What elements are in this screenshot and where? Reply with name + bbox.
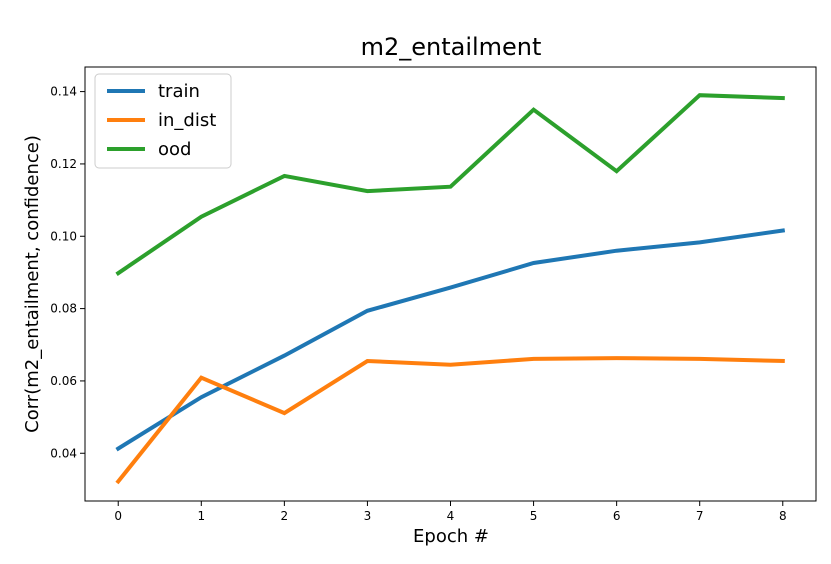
legend-label-train: train	[158, 81, 200, 102]
x-tick-label: 7	[696, 509, 704, 523]
x-tick-label: 5	[530, 509, 538, 523]
chart-title: m2_entailment	[361, 33, 542, 61]
legend-label-in-dist: in_dist	[158, 110, 216, 131]
x-tick-label: 8	[779, 509, 787, 523]
series-layer	[115, 93, 786, 485]
x-tick-label: 4	[447, 509, 455, 523]
x-tick-label: 0	[114, 509, 122, 523]
y-tick-label: 0.10	[50, 229, 77, 243]
y-tick-label: 0.08	[50, 302, 77, 316]
y-tick-label: 0.12	[50, 157, 77, 171]
legend-box	[94, 73, 232, 169]
y-axis-label: Corr(m2_entailment, confidence)	[22, 135, 43, 433]
series-line-ood	[115, 93, 785, 276]
series-line-train	[115, 228, 786, 452]
x-tick-label: 1	[197, 509, 205, 523]
y-tick-label: 0.04	[50, 446, 77, 460]
series-line-in-dist	[115, 356, 785, 485]
legend-label-ood: ood	[158, 139, 191, 160]
x-tick-label: 3	[364, 509, 372, 523]
x-axis-label: Epoch #	[413, 526, 489, 547]
x-tick-label: 6	[613, 509, 621, 523]
y-axis: 0.04 0.06 0.08 0.10 0.12 0.14	[50, 85, 85, 460]
y-tick-label: 0.14	[50, 85, 77, 99]
y-tick-label: 0.06	[50, 374, 77, 388]
x-axis: 0 1 2 3 4 5 6 7 8	[114, 501, 787, 523]
x-tick-label: 2	[281, 509, 289, 523]
